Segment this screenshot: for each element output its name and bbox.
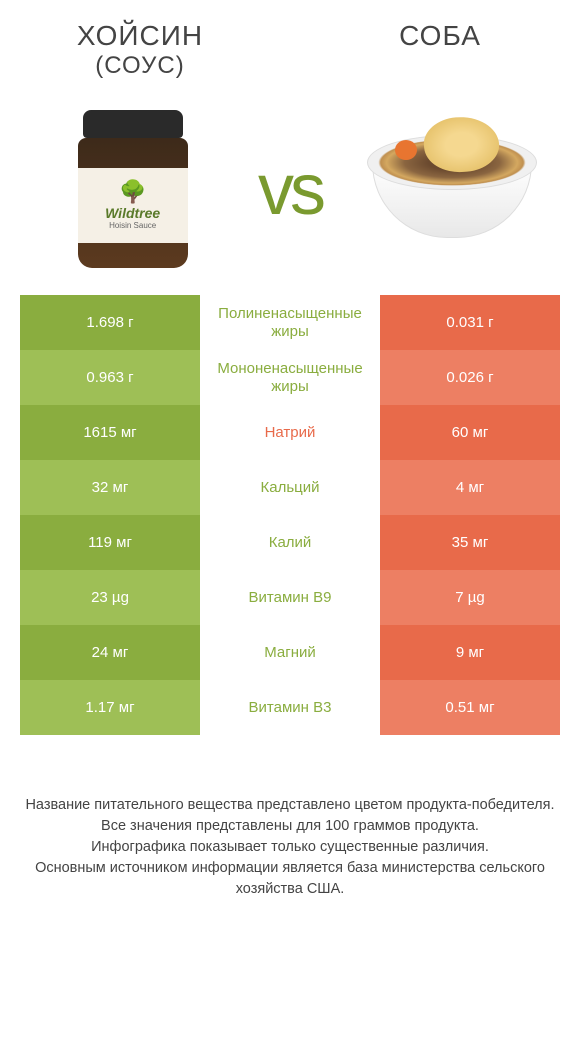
cell-left-value: 1.698 г bbox=[20, 295, 200, 350]
cell-nutrient-label: Калий bbox=[200, 515, 380, 570]
cell-left-value: 1615 мг bbox=[20, 405, 200, 460]
cell-left-value: 32 мг bbox=[20, 460, 200, 515]
table-row: 119 мгКалий35 мг bbox=[20, 515, 560, 570]
table-row: 24 мгМагний9 мг bbox=[20, 625, 560, 680]
table-row: 1615 мгНатрий60 мг bbox=[20, 405, 560, 460]
vs-label: vs bbox=[258, 149, 322, 231]
title-left: ХОЙСИН (СОУС) bbox=[40, 20, 240, 80]
jar-product: Hoisin Sauce bbox=[109, 221, 156, 230]
footer-line1: Название питательного вещества представл… bbox=[25, 795, 555, 816]
bowl-icon bbox=[367, 135, 527, 245]
cell-left-value: 1.17 мг bbox=[20, 680, 200, 735]
cell-right-value: 0.026 г bbox=[380, 350, 560, 405]
table-row: 32 мгКальций4 мг bbox=[20, 460, 560, 515]
comparison-table: 1.698 гПолиненасыщенные жиры0.031 г0.963… bbox=[20, 295, 560, 735]
cell-nutrient-label: Натрий bbox=[200, 405, 380, 460]
hero-row: 🌳 Wildtree Hoisin Sauce vs bbox=[0, 95, 580, 295]
jar-brand: Wildtree bbox=[105, 205, 160, 221]
cell-nutrient-label: Витамин B3 bbox=[200, 680, 380, 735]
cell-left-value: 24 мг bbox=[20, 625, 200, 680]
cell-nutrient-label: Кальций bbox=[200, 460, 380, 515]
footer-line4: Основным источником информации является … bbox=[25, 858, 555, 900]
cell-right-value: 60 мг bbox=[380, 405, 560, 460]
title-left-main: ХОЙСИН bbox=[77, 20, 203, 51]
table-row: 23 µgВитамин B97 µg bbox=[20, 570, 560, 625]
cell-right-value: 0.031 г bbox=[380, 295, 560, 350]
infographic-container: ХОЙСИН (СОУС) СОБА 🌳 Wildtree Hoisin Sau… bbox=[0, 0, 580, 900]
cell-right-value: 4 мг bbox=[380, 460, 560, 515]
cell-left-value: 0.963 г bbox=[20, 350, 200, 405]
title-right-text: СОБА bbox=[399, 20, 481, 51]
jar-icon: 🌳 Wildtree Hoisin Sauce bbox=[78, 110, 188, 270]
title-row: ХОЙСИН (СОУС) СОБА bbox=[0, 20, 580, 80]
cell-nutrient-label: Витамин B9 bbox=[200, 570, 380, 625]
product-right bbox=[367, 105, 527, 275]
title-left-sub: (СОУС) bbox=[40, 52, 240, 80]
footer-line2: Все значения представлены для 100 граммо… bbox=[25, 816, 555, 837]
cell-left-value: 23 µg bbox=[20, 570, 200, 625]
footer-notes: Название питательного вещества представл… bbox=[0, 795, 580, 900]
table-row: 1.17 мгВитамин B30.51 мг bbox=[20, 680, 560, 735]
title-right: СОБА bbox=[340, 20, 540, 80]
cell-right-value: 0.51 мг bbox=[380, 680, 560, 735]
table-row: 0.963 гМононенасыщенные жиры0.026 г bbox=[20, 350, 560, 405]
cell-nutrient-label: Полиненасыщенные жиры bbox=[200, 295, 380, 350]
footer-line3: Инфографика показывает только существенн… bbox=[25, 837, 555, 858]
cell-right-value: 9 мг bbox=[380, 625, 560, 680]
cell-right-value: 35 мг bbox=[380, 515, 560, 570]
product-left: 🌳 Wildtree Hoisin Sauce bbox=[53, 105, 213, 275]
cell-left-value: 119 мг bbox=[20, 515, 200, 570]
cell-nutrient-label: Мононенасыщенные жиры bbox=[200, 350, 380, 405]
cell-right-value: 7 µg bbox=[380, 570, 560, 625]
table-row: 1.698 гПолиненасыщенные жиры0.031 г bbox=[20, 295, 560, 350]
cell-nutrient-label: Магний bbox=[200, 625, 380, 680]
